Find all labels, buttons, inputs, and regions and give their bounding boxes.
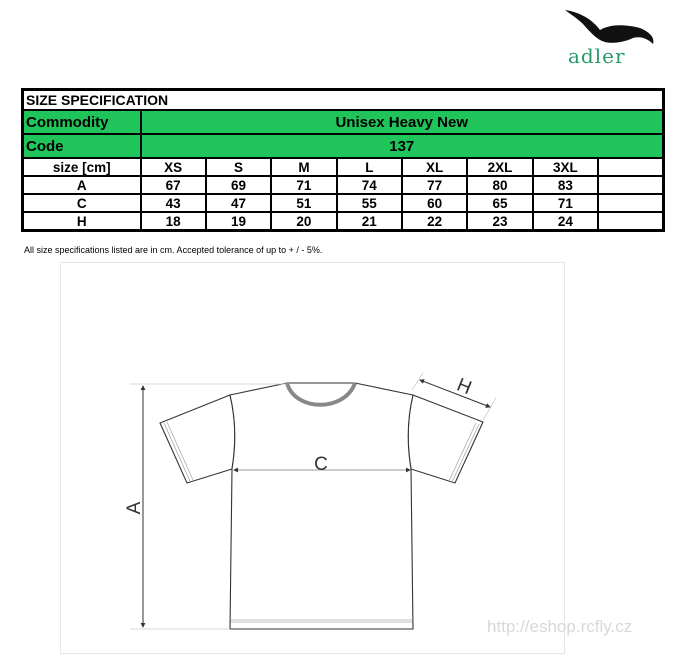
cell: 67 [139, 175, 207, 195]
header-cell [597, 157, 665, 177]
cell: 71 [531, 193, 600, 213]
tolerance-note: All size specifications listed are in cm… [24, 245, 323, 255]
collar [285, 382, 357, 407]
watermark: http://eshop.rcfly.cz [487, 617, 633, 636]
header-row: size [cm] XS S M L XL 2XL 3XL [21, 157, 665, 177]
cell: A [21, 175, 142, 195]
code-label: Code [21, 133, 142, 159]
cell: 19 [204, 211, 273, 232]
code-value: 137 [139, 133, 665, 159]
table-row: H 18 19 20 21 22 23 24 [21, 211, 665, 232]
cell [597, 211, 665, 232]
cell: 51 [270, 193, 338, 213]
cell: H [21, 211, 142, 232]
cell: 55 [335, 193, 404, 213]
table-row: C 43 47 51 55 60 65 71 [21, 193, 665, 213]
cell: 21 [335, 211, 404, 232]
cell: C [21, 193, 142, 213]
header-cell: S [204, 157, 273, 177]
logo-text: adler [568, 44, 626, 68]
cell: 18 [139, 211, 207, 232]
cell: 47 [204, 193, 273, 213]
header-cell: XS [139, 157, 207, 177]
eagle-icon [565, 10, 654, 44]
header-cell: 3XL [531, 157, 600, 177]
header-cell: L [335, 157, 404, 177]
cell: 43 [139, 193, 207, 213]
header-cell: size [cm] [21, 157, 142, 177]
cell: 24 [531, 211, 600, 232]
cell: 74 [335, 175, 404, 195]
dimension-h-line [419, 379, 491, 408]
cell: 71 [270, 175, 338, 195]
commodity-label: Commodity [21, 109, 142, 135]
body [229, 382, 414, 630]
header-cell: M [270, 157, 338, 177]
header-cell: XL [400, 157, 469, 177]
commodity-value: Unisex Heavy New [139, 109, 665, 135]
size-table: SIZE SPECIFICATION Commodity Unisex Heavy… [21, 88, 665, 232]
cell: 60 [400, 193, 469, 213]
cell: 22 [400, 211, 469, 232]
cell: 80 [466, 175, 534, 195]
table-row: A 67 69 71 74 77 80 83 [21, 175, 665, 195]
cell: 23 [466, 211, 534, 232]
cell [597, 193, 665, 213]
header-cell: 2XL [466, 157, 534, 177]
cell: 77 [400, 175, 469, 195]
label-h: H [454, 375, 475, 400]
cell [597, 175, 665, 195]
cell: 65 [466, 193, 534, 213]
cell: 69 [204, 175, 273, 195]
cell: 83 [531, 175, 600, 195]
label-c: C [314, 454, 328, 475]
label-a: A [124, 501, 145, 514]
cell: 20 [270, 211, 338, 232]
